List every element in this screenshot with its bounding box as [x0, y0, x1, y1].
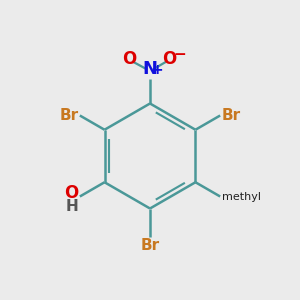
Text: O: O	[64, 184, 79, 202]
Text: Br: Br	[222, 108, 241, 123]
Text: methyl: methyl	[222, 191, 261, 202]
Text: N: N	[142, 60, 158, 78]
Text: O: O	[162, 50, 177, 68]
Text: H: H	[66, 199, 79, 214]
Text: O: O	[122, 50, 137, 68]
Text: +: +	[152, 63, 163, 77]
Text: −: −	[173, 47, 186, 62]
Text: Br: Br	[140, 238, 160, 253]
Text: Br: Br	[59, 108, 78, 123]
